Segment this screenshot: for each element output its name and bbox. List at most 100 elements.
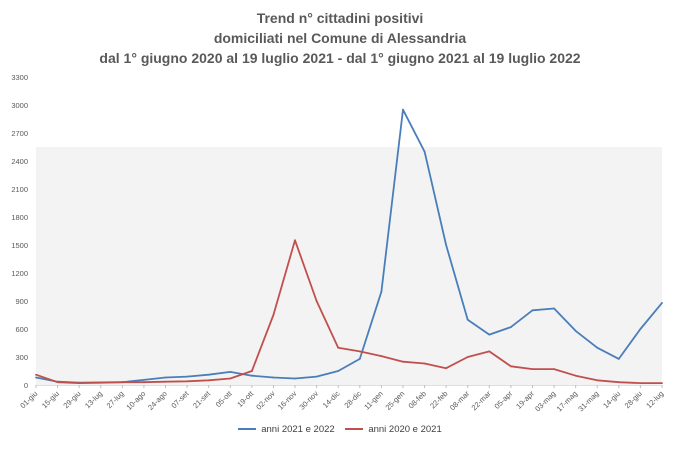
data-point [207, 373, 210, 376]
x-tick-label: 15-giu [40, 389, 61, 410]
x-tick-label: 01-giu [18, 389, 39, 410]
legend-label-1: anni 2021 e 2022 [261, 423, 335, 435]
data-point [186, 375, 189, 378]
x-tick-label: 05-apr [493, 389, 515, 411]
x-tick-label: 08-mar [448, 389, 472, 413]
data-point [358, 350, 361, 353]
x-tick-label: 29-giu [61, 389, 82, 410]
series-line-2 [35, 239, 662, 385]
series-2 [35, 239, 663, 385]
x-tick-label: 02-nov [254, 389, 277, 412]
chart-title: Trend n° cittadini positivi domiciliati … [0, 8, 680, 68]
chart-title-line-2: domiciliati nel Comune di Alessandria [213, 30, 467, 46]
data-point [596, 346, 599, 349]
x-tick-label: 17-mag [555, 389, 579, 413]
x-tick-label: 14-giu [601, 389, 622, 410]
y-tick-label: 1500 [11, 241, 28, 250]
y-tick-label: 3000 [11, 101, 28, 110]
x-tick-label: 08-feb [407, 389, 428, 410]
data-point [294, 377, 296, 380]
chart-title-line-3: dal 1° giugno 2020 al 19 luglio 2021 - d… [99, 50, 581, 66]
data-point [250, 374, 253, 377]
y-tick-label: 1800 [11, 213, 28, 222]
x-tick-label: 14-dic [321, 389, 342, 410]
plot-backdrop [36, 147, 662, 385]
x-axis: 01-giu 15-giu 29-giu 13-lug 27-lug10-ago24-a… [18, 384, 665, 413]
data-point [553, 368, 555, 371]
data-point [661, 301, 663, 304]
x-tick-label: 13-lug [83, 389, 104, 410]
y-tick-label: 3300 [11, 73, 28, 82]
data-point [229, 371, 232, 373]
data-point [164, 380, 167, 383]
x-tick-label: 11-gen [362, 389, 384, 411]
x-tick-label: 22-feb [428, 389, 449, 410]
data-point [617, 381, 620, 384]
x-tick-label: 05-ott [214, 388, 235, 409]
data-point [272, 376, 275, 379]
data-point [56, 381, 59, 384]
x-tick-label: 28-giu [623, 389, 644, 410]
data-point [250, 370, 253, 372]
data-point [445, 367, 448, 370]
x-tick-label: 10-ago [124, 389, 147, 412]
x-tick-label: 03-mag [533, 389, 557, 413]
data-point [531, 368, 534, 371]
data-point [617, 357, 620, 360]
data-point [35, 376, 37, 379]
x-tick-label: 27-lug [105, 389, 126, 410]
x-tick-label: 07-set [169, 388, 191, 410]
y-axis: 0 300 600 900 1200 1500 1800 2100 2400 2700 3000 33… [11, 73, 28, 390]
data-point [574, 329, 577, 332]
data-point [661, 382, 663, 385]
legend-item-2: anni 2020 e 2021 [345, 423, 442, 435]
x-tick-label: 31-mag [576, 389, 600, 413]
data-point [337, 370, 340, 372]
data-point [99, 381, 102, 384]
y-tick-label: 2400 [11, 157, 28, 166]
y-tick-label: 1200 [11, 269, 28, 278]
data-point [423, 150, 426, 153]
x-tick-label: 25-gen [383, 389, 406, 412]
data-point [121, 381, 124, 384]
data-point [509, 365, 512, 368]
data-point [186, 380, 189, 383]
y-tick-label: 600 [15, 325, 28, 334]
x-tick-label: 12-lug [644, 389, 665, 410]
data-point [553, 307, 555, 310]
data-point [466, 318, 469, 321]
legend-item-1: anni 2021 e 2022 [238, 423, 335, 435]
data-point [423, 362, 426, 365]
x-tick-label: 21-set [191, 388, 213, 410]
series-line-1 [35, 108, 663, 384]
x-tick-label: 22-mar [470, 389, 494, 413]
data-point [488, 350, 491, 353]
x-tick-label: 28-dic [342, 389, 363, 410]
data-point [402, 108, 404, 111]
data-point [78, 382, 81, 385]
data-point [639, 328, 642, 330]
y-tick-label: 300 [15, 353, 28, 362]
y-tick-label: 0 [24, 381, 28, 390]
x-tick-label: 30-nov [297, 389, 320, 412]
data-point [315, 300, 318, 302]
data-point [380, 290, 383, 293]
data-point [143, 381, 145, 384]
y-tick-label: 2700 [11, 129, 28, 138]
data-point [294, 239, 296, 242]
data-point [531, 309, 534, 312]
y-tick-label: 900 [15, 297, 28, 306]
data-point [639, 382, 642, 385]
data-point [143, 378, 145, 381]
legend-label-2: anni 2020 e 2021 [368, 423, 442, 435]
x-tick-label: 19-ott [235, 388, 256, 409]
data-point [402, 360, 404, 363]
x-tick-label: 24-ago [146, 389, 169, 412]
legend-swatch-1 [238, 428, 257, 430]
data-point [488, 333, 491, 336]
chart-title-line-1: Trend n° cittadini positivi [256, 10, 424, 26]
data-point [229, 377, 232, 380]
data-point [207, 379, 210, 382]
